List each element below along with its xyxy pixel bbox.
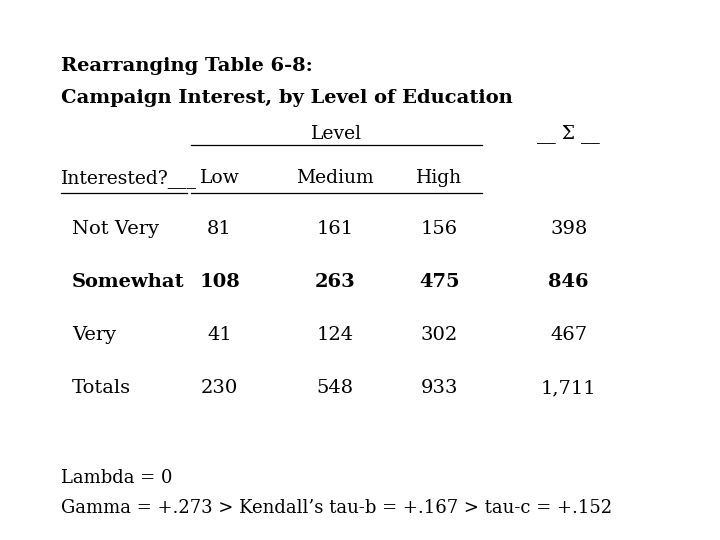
Text: Lambda = 0: Lambda = 0 (61, 469, 173, 487)
Text: 467: 467 (550, 326, 588, 345)
Text: 398: 398 (550, 220, 588, 239)
Text: 1,711: 1,711 (541, 379, 597, 397)
Text: Medium: Medium (296, 169, 374, 187)
Text: 124: 124 (316, 326, 354, 345)
Text: Low: Low (199, 169, 240, 187)
Text: Interested?___: Interested?___ (61, 168, 197, 188)
Text: 81: 81 (207, 220, 232, 239)
Text: 108: 108 (199, 273, 240, 292)
Text: Rearranging Table 6-8:: Rearranging Table 6-8: (61, 57, 313, 75)
Text: 161: 161 (316, 220, 354, 239)
Text: 475: 475 (419, 273, 459, 292)
Text: __ Σ __: __ Σ __ (537, 124, 600, 143)
Text: 41: 41 (207, 326, 232, 345)
Text: Campaign Interest, by Level of Education: Campaign Interest, by Level of Education (61, 89, 513, 107)
Text: Level: Level (311, 125, 362, 143)
Text: 156: 156 (420, 220, 458, 239)
Text: 230: 230 (201, 379, 238, 397)
Text: Somewhat: Somewhat (72, 273, 184, 292)
Text: Totals: Totals (72, 379, 131, 397)
Text: 263: 263 (315, 273, 355, 292)
Text: 302: 302 (420, 326, 458, 345)
Text: Gamma = +.273 > Kendall’s tau-b = +.167 > tau-c = +.152: Gamma = +.273 > Kendall’s tau-b = +.167 … (61, 498, 612, 517)
Text: 548: 548 (316, 379, 354, 397)
Text: Very: Very (72, 326, 116, 345)
Text: 846: 846 (549, 273, 589, 292)
Text: Not Very: Not Very (72, 220, 159, 239)
Text: 933: 933 (420, 379, 458, 397)
Text: High: High (416, 169, 462, 187)
